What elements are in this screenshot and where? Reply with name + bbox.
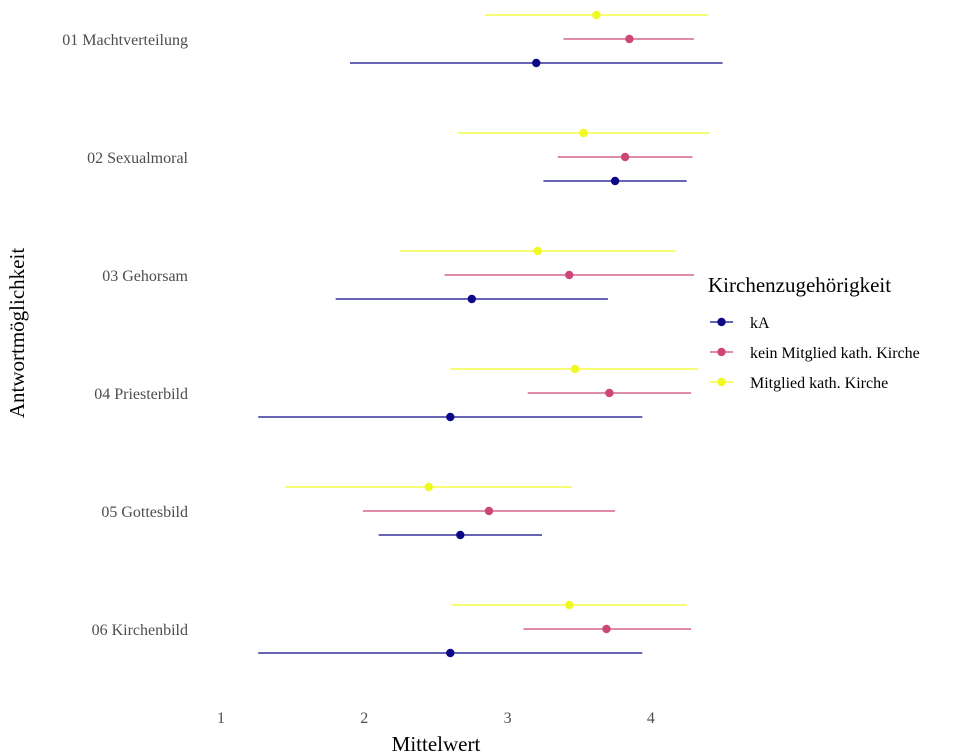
y-tick-label: 03 Gehorsam — [102, 268, 188, 285]
legend-items: kA kein Mitglied kath. Kirche Mitglied kat… — [710, 315, 920, 392]
mean-point — [446, 412, 455, 422]
legend-key-point — [717, 317, 726, 327]
mean-point — [602, 624, 611, 634]
x-axis-tick-labels: 1 2 3 4 — [217, 710, 655, 727]
mean-point — [570, 364, 580, 374]
mean-point — [592, 10, 601, 20]
legend-label: kein Mitglied kath. Kirche — [750, 345, 920, 362]
legend-item: Mitglied kath. Kirche — [710, 375, 888, 392]
mean-point — [579, 128, 588, 138]
y-tick-label: 02 Sexualmoral — [87, 150, 188, 167]
legend-key-point — [717, 377, 726, 387]
plot-area — [258, 10, 723, 658]
mean-point — [620, 152, 630, 162]
legend: Kirchenzugehörigkeit kA kein Mitglied kat… — [708, 273, 920, 392]
series-group — [258, 58, 723, 658]
legend-label: Mitglied kath. Kirche — [750, 375, 888, 392]
y-tick-label: 05 Gottesbild — [101, 504, 188, 521]
legend-label: kA — [750, 315, 770, 332]
x-tick-label: 2 — [360, 710, 368, 727]
series-group — [285, 10, 710, 610]
mean-point — [565, 600, 574, 610]
legend-item: kein Mitglied kath. Kirche — [710, 345, 920, 362]
mean-point — [533, 246, 542, 256]
mean-point — [610, 176, 620, 186]
mean-point — [456, 530, 465, 540]
x-axis-title: Mittelwert — [392, 732, 481, 754]
y-axis-title: Antwortmöglichkeit — [5, 248, 29, 418]
x-tick-label: 4 — [647, 710, 655, 727]
legend-title: Kirchenzugehörigkeit — [708, 273, 891, 297]
mean-point — [446, 648, 455, 658]
y-tick-label: 04 Priesterbild — [94, 386, 188, 403]
legend-key-point — [717, 347, 726, 357]
y-axis-tick-labels: 01 Machtverteilung 02 Sexualmoral 03 Gehor… — [62, 32, 188, 639]
series-group — [362, 34, 694, 634]
x-tick-label: 1 — [217, 710, 225, 727]
mean-point — [424, 482, 433, 492]
x-tick-label: 3 — [504, 710, 512, 727]
y-tick-label: 01 Machtverteilung — [62, 32, 188, 49]
mean-point — [467, 294, 476, 304]
mean-point — [532, 58, 541, 68]
y-tick-label: 06 Kirchenbild — [92, 622, 188, 639]
mean-point — [484, 506, 494, 516]
mean-point — [605, 388, 614, 398]
mean-point — [625, 34, 634, 44]
mean-point — [565, 270, 574, 280]
legend-item: kA — [710, 315, 770, 332]
